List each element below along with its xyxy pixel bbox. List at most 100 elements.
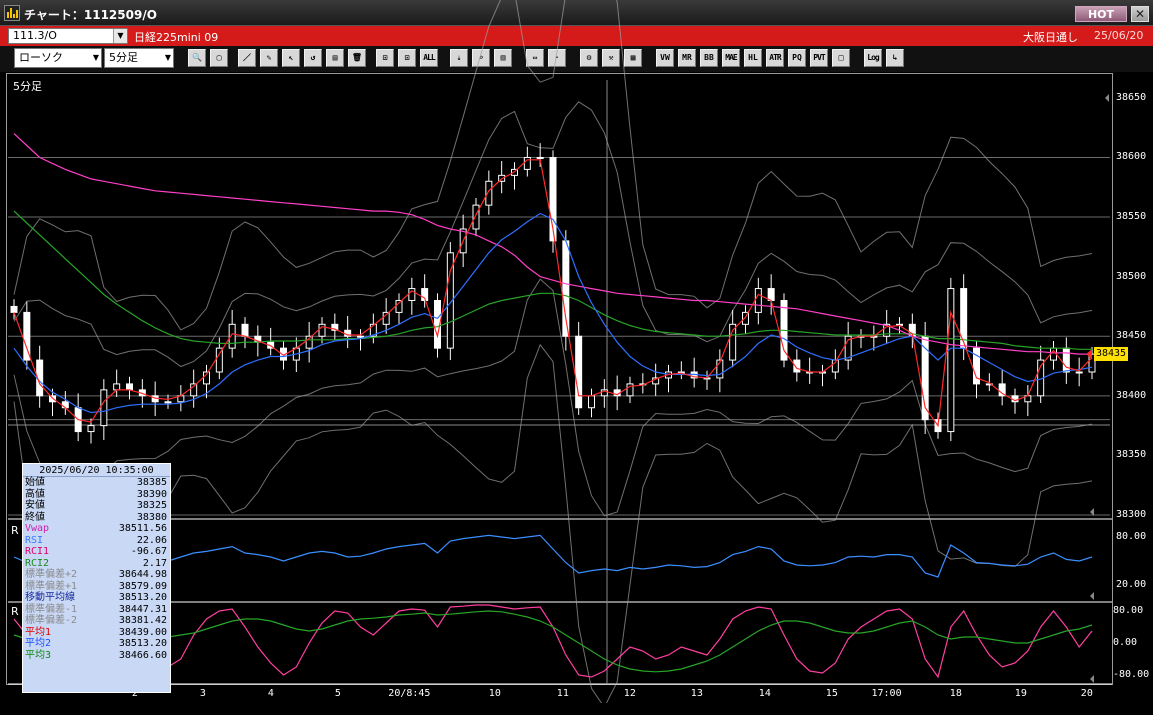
data-window-row: 安値 38325 (23, 500, 170, 512)
data-window-label: 平均1 (25, 626, 52, 638)
price-tick-label: 38300 (1116, 509, 1147, 520)
candle-body (883, 323, 891, 337)
candle-body (767, 288, 775, 301)
data-window-label: 標準偏差+2 (25, 569, 78, 580)
tool-icon[interactable]: ⚒ (602, 49, 620, 67)
candle-body (408, 288, 416, 301)
all-button[interactable]: ALL (420, 49, 438, 67)
rci2-line (13, 610, 1093, 673)
scale-icon[interactable]: ⇔ (526, 49, 544, 67)
data-window-row: 高値 38390 (23, 489, 170, 501)
bollinger-band-line (13, 278, 1093, 517)
hot-button[interactable]: HOT (1075, 6, 1127, 22)
data-window-label: 平均2 (25, 638, 52, 649)
pq-icon[interactable]: PQ (788, 49, 806, 67)
candle-body (87, 425, 95, 433)
time-tick-label: 11 (556, 688, 569, 699)
data-window-row: RSI 22.06 (23, 535, 170, 547)
data-window-row: 平均2 38513.20 (23, 638, 170, 650)
candle-body (357, 335, 364, 338)
market-session-label: 大阪日通し (1023, 31, 1078, 44)
data-window-value: 38447.31 (118, 603, 167, 615)
data-window-value: -96.67 (130, 546, 167, 557)
data-window-label: 高値 (25, 488, 45, 500)
data-window-row: 標準偏差-1 38447.31 (23, 604, 170, 616)
chart-app-icon (4, 5, 20, 21)
mae-icon[interactable]: MAE (722, 49, 740, 67)
search-chart-icon[interactable]: ⌕ (472, 49, 490, 67)
candle-body (485, 180, 493, 206)
settings-down-icon[interactable]: ⇣ (450, 49, 468, 67)
chart-type-dropdown[interactable]: ローソク ▼ (14, 48, 102, 68)
pvt-icon[interactable]: PVT (810, 49, 828, 67)
last-price-marker: 38435 (1094, 347, 1128, 361)
atr-icon[interactable]: ATR (766, 49, 784, 67)
data-window-row: 終値 38380 (23, 512, 170, 524)
bar-compare-icon[interactable]: ▥ (494, 49, 512, 67)
time-tick-label: 20 (1080, 688, 1093, 699)
data-window-value: 2.17 (142, 557, 167, 569)
candle-body (331, 323, 339, 331)
scroll-marker-icon (1105, 94, 1109, 102)
scroll-marker-icon (1090, 508, 1094, 516)
symbol-value: 111.3/O (13, 29, 57, 42)
window-title: チャート：1112509/O (24, 8, 157, 22)
frame-icon[interactable]: □ (832, 49, 850, 67)
candle-body (729, 323, 737, 361)
candle-body (472, 204, 480, 230)
price-tick-label: 38650 (1116, 91, 1147, 103)
trendline-icon[interactable]: ／ (238, 49, 256, 67)
candle-body (973, 347, 980, 385)
data-window-label: 移動平均線 (25, 592, 75, 603)
time-tick-label: 13 (690, 688, 703, 699)
data-window[interactable]: 2025/06/20 10:35:00 始値 38385 高値 38390 安値 3832… (22, 463, 171, 693)
hl-icon[interactable]: HL (744, 49, 762, 67)
arrow-tool-icon[interactable]: ↺ (304, 49, 322, 67)
time-tick-label: 15 (825, 688, 838, 699)
cursor-icon[interactable]: ↖ (282, 49, 300, 67)
data-window-label: 標準偏差+1 (25, 580, 78, 592)
document-icon[interactable]: ▤ (326, 49, 344, 67)
candle-body (588, 395, 595, 409)
data-window-row: Vwap 38511.56 (23, 523, 170, 535)
chevron-down-icon: ▼ (164, 53, 171, 62)
zoom-icon[interactable]: 🔍 (188, 49, 206, 67)
moving-average-1-line (13, 159, 1093, 428)
data-window-value: 38380 (136, 511, 167, 523)
instrument-name: 日経225mini 09 (134, 31, 219, 44)
data-window-datetime: 2025/06/20 10:35:00 (23, 464, 170, 477)
close-button[interactable]: ✕ (1131, 6, 1149, 22)
gear-icon[interactable]: ⚙ (580, 49, 598, 67)
chevron-down-icon[interactable]: ▼ (113, 29, 127, 43)
drawing-tool-icon[interactable]: ✎ (260, 49, 278, 67)
chart-period-label: 5分足 (13, 80, 42, 93)
candle-width-icon[interactable]: ⊡ (376, 49, 394, 67)
candle-body (215, 347, 223, 373)
candle-body (998, 383, 1006, 397)
data-window-value: 38439.00 (118, 626, 167, 638)
data-window-row: 標準偏差+1 38579.09 (23, 581, 170, 593)
data-window-row: 標準偏差+2 38644.98 (23, 569, 170, 581)
window-icon[interactable]: ▢ (210, 49, 228, 67)
symbol-dropdown[interactable]: 111.3/O ▼ (8, 28, 128, 44)
bottom-strip (0, 703, 1153, 715)
bb-icon[interactable]: BB (700, 49, 718, 67)
data-window-value: 38381.42 (118, 615, 167, 626)
vwap-icon[interactable]: VW (656, 49, 674, 67)
mr-icon[interactable]: MR (678, 49, 696, 67)
candle-body (228, 323, 236, 349)
data-window-label: 標準偏差-1 (25, 603, 78, 615)
period-dropdown[interactable]: 5分足 ▼ (104, 48, 174, 68)
log-icon[interactable]: Log (864, 49, 882, 67)
trash-icon[interactable]: 🗑 (348, 49, 366, 67)
candle-width-alt-icon[interactable]: ⊡ (398, 49, 416, 67)
rsi-tick-label: 80.00 (1116, 531, 1147, 542)
data-window-value: 38579.09 (118, 580, 167, 592)
candle-body (742, 311, 749, 325)
data-window-label: RSI (25, 534, 44, 546)
color-icon[interactable]: ▦ (624, 49, 642, 67)
export-icon[interactable]: ↳ (886, 49, 904, 67)
candle-body (100, 389, 108, 427)
data-window-value: 38513.20 (118, 638, 167, 649)
